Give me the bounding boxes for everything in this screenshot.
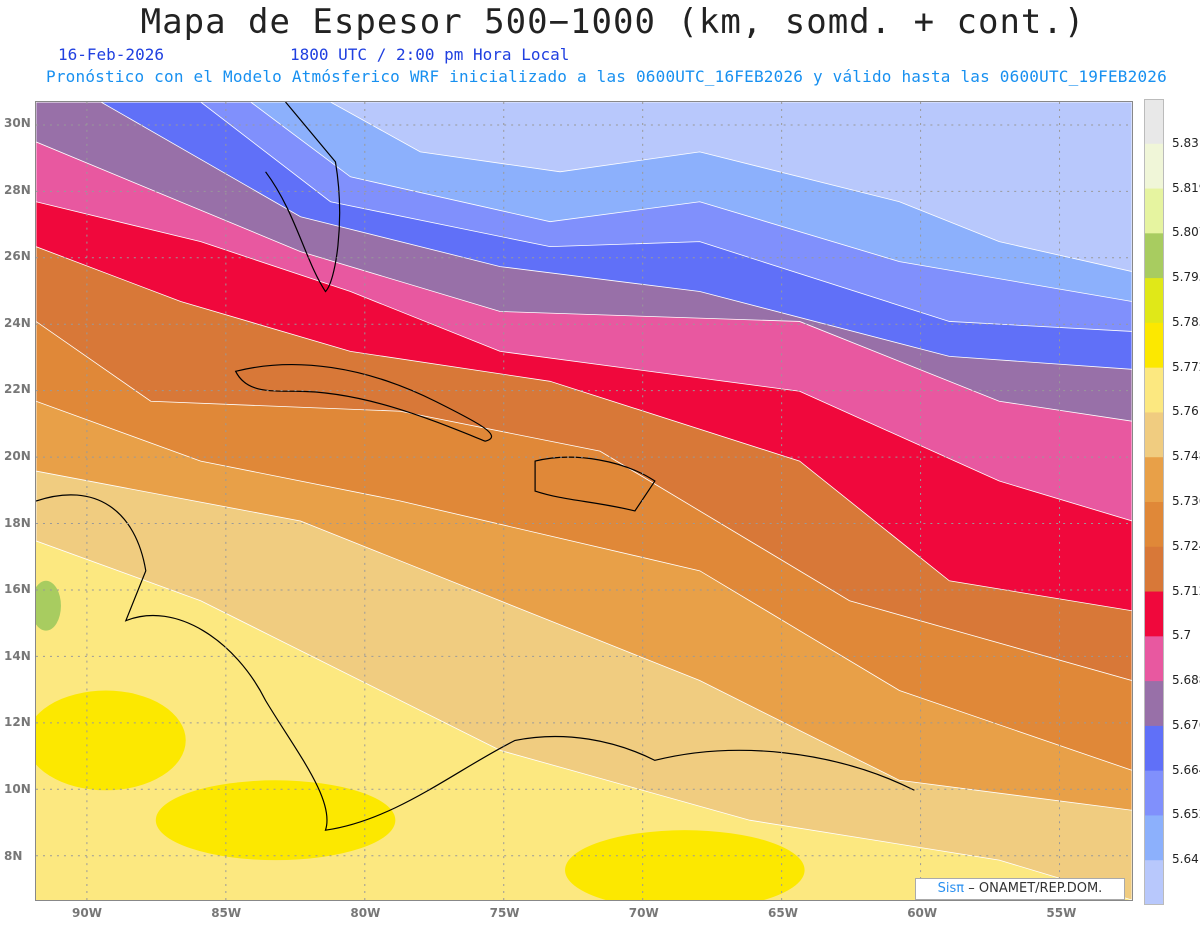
colorbar-level: 5.772 (1172, 359, 1200, 374)
mainland-coastline (36, 494, 915, 831)
lat-label: 26N (4, 249, 31, 264)
colorbar-level: 5.783 (1172, 314, 1200, 329)
colorbar-swatch (1144, 815, 1164, 861)
colorbar-level: 5.712 (1172, 583, 1200, 598)
colorbar-swatch (1144, 502, 1164, 548)
thickness-map (35, 101, 1133, 901)
colorbar-level: 5.748 (1172, 449, 1200, 464)
colorbar-level: 5.807 (1172, 225, 1200, 240)
colorbar-level: 5.676 (1172, 717, 1200, 732)
lon-label: 80W (350, 906, 381, 920)
colorbar-level: 5.76 (1172, 404, 1199, 419)
lat-label: 28N (4, 182, 31, 197)
thickness-patch (36, 690, 186, 791)
forecast-date: 16-Feb-2026 (58, 45, 164, 64)
lat-label: 22N (4, 382, 31, 397)
florida-coastline (265, 102, 341, 293)
colorbar-swatch (1144, 636, 1164, 682)
colorbar-swatch (1144, 457, 1164, 503)
lat-label: 24N (4, 315, 31, 330)
colorbar-swatch (1144, 725, 1164, 772)
lat-label: 14N (4, 648, 31, 663)
lat-label: 30N (4, 116, 31, 130)
colorbar-swatch (1144, 591, 1164, 637)
colorbar-level: 5.688 (1172, 673, 1200, 688)
lat-label: 16N (4, 582, 31, 597)
thickness-band (36, 102, 1132, 272)
lat-label: 20N (4, 449, 31, 463)
model-subtitle: Pronóstico con el Modelo Atmósferico WRF… (46, 67, 1167, 86)
thickness-patch (155, 780, 396, 861)
thickness-patch (565, 830, 805, 900)
colorbar-swatch (1144, 278, 1164, 324)
colorbar (1144, 99, 1164, 905)
cuba-coastline (234, 364, 493, 442)
colorbar-level: 5.724 (1172, 538, 1200, 553)
credit-box: Sisπ – ONAMET/REP.DOM. (915, 878, 1125, 900)
colorbar-swatch (1144, 860, 1164, 905)
lon-label: 65W (768, 906, 798, 920)
lat-label: 8N (4, 848, 23, 863)
colorbar-swatch (1144, 99, 1164, 145)
colorbar-swatch (1144, 233, 1164, 279)
colorbar-swatch (1144, 412, 1164, 458)
colorbar-level: 5.819 (1172, 180, 1200, 195)
credit-text: – ONAMET/REP.DOM. (968, 881, 1103, 896)
colorbar-swatch (1144, 546, 1164, 593)
colorbar-level: 5.795 (1172, 270, 1200, 285)
colorbar-level: 5.664 (1172, 762, 1200, 777)
lat-label: 18N (4, 515, 31, 530)
colorbar-frame (1144, 99, 1164, 905)
colorbar-swatch (1144, 143, 1164, 190)
lon-label: 60W (907, 906, 938, 920)
lon-label: 75W (489, 906, 520, 920)
lon-label: 90W (72, 906, 102, 920)
colorbar-swatch (1144, 188, 1164, 234)
colorbar-swatch (1144, 367, 1164, 413)
lon-label: 70W (628, 906, 659, 920)
colorbar-swatch (1144, 322, 1164, 369)
lon-label: 55W (1046, 906, 1077, 920)
colorbar-level: 5.736 (1172, 494, 1200, 508)
lat-label: 10N (4, 782, 31, 796)
thickness-patch (36, 580, 61, 631)
lat-label: 12N (4, 715, 31, 730)
colorbar-level: 5.652 (1172, 807, 1200, 822)
map-title: Mapa de Espesor 500−1000 (km, somd. + co… (140, 2, 1086, 42)
colorbar-swatch (1144, 681, 1164, 727)
colorbar-swatch (1144, 770, 1164, 816)
forecast-time: 1800 UTC / 2:00 pm Hora Local (290, 45, 570, 64)
sispi-logo: Sisπ (937, 881, 965, 896)
colorbar-level: 5.831 (1172, 135, 1200, 150)
lon-label: 85W (211, 906, 242, 920)
colorbar-level: 5.64 (1172, 852, 1199, 867)
colorbar-level: 5.7 (1172, 628, 1192, 643)
